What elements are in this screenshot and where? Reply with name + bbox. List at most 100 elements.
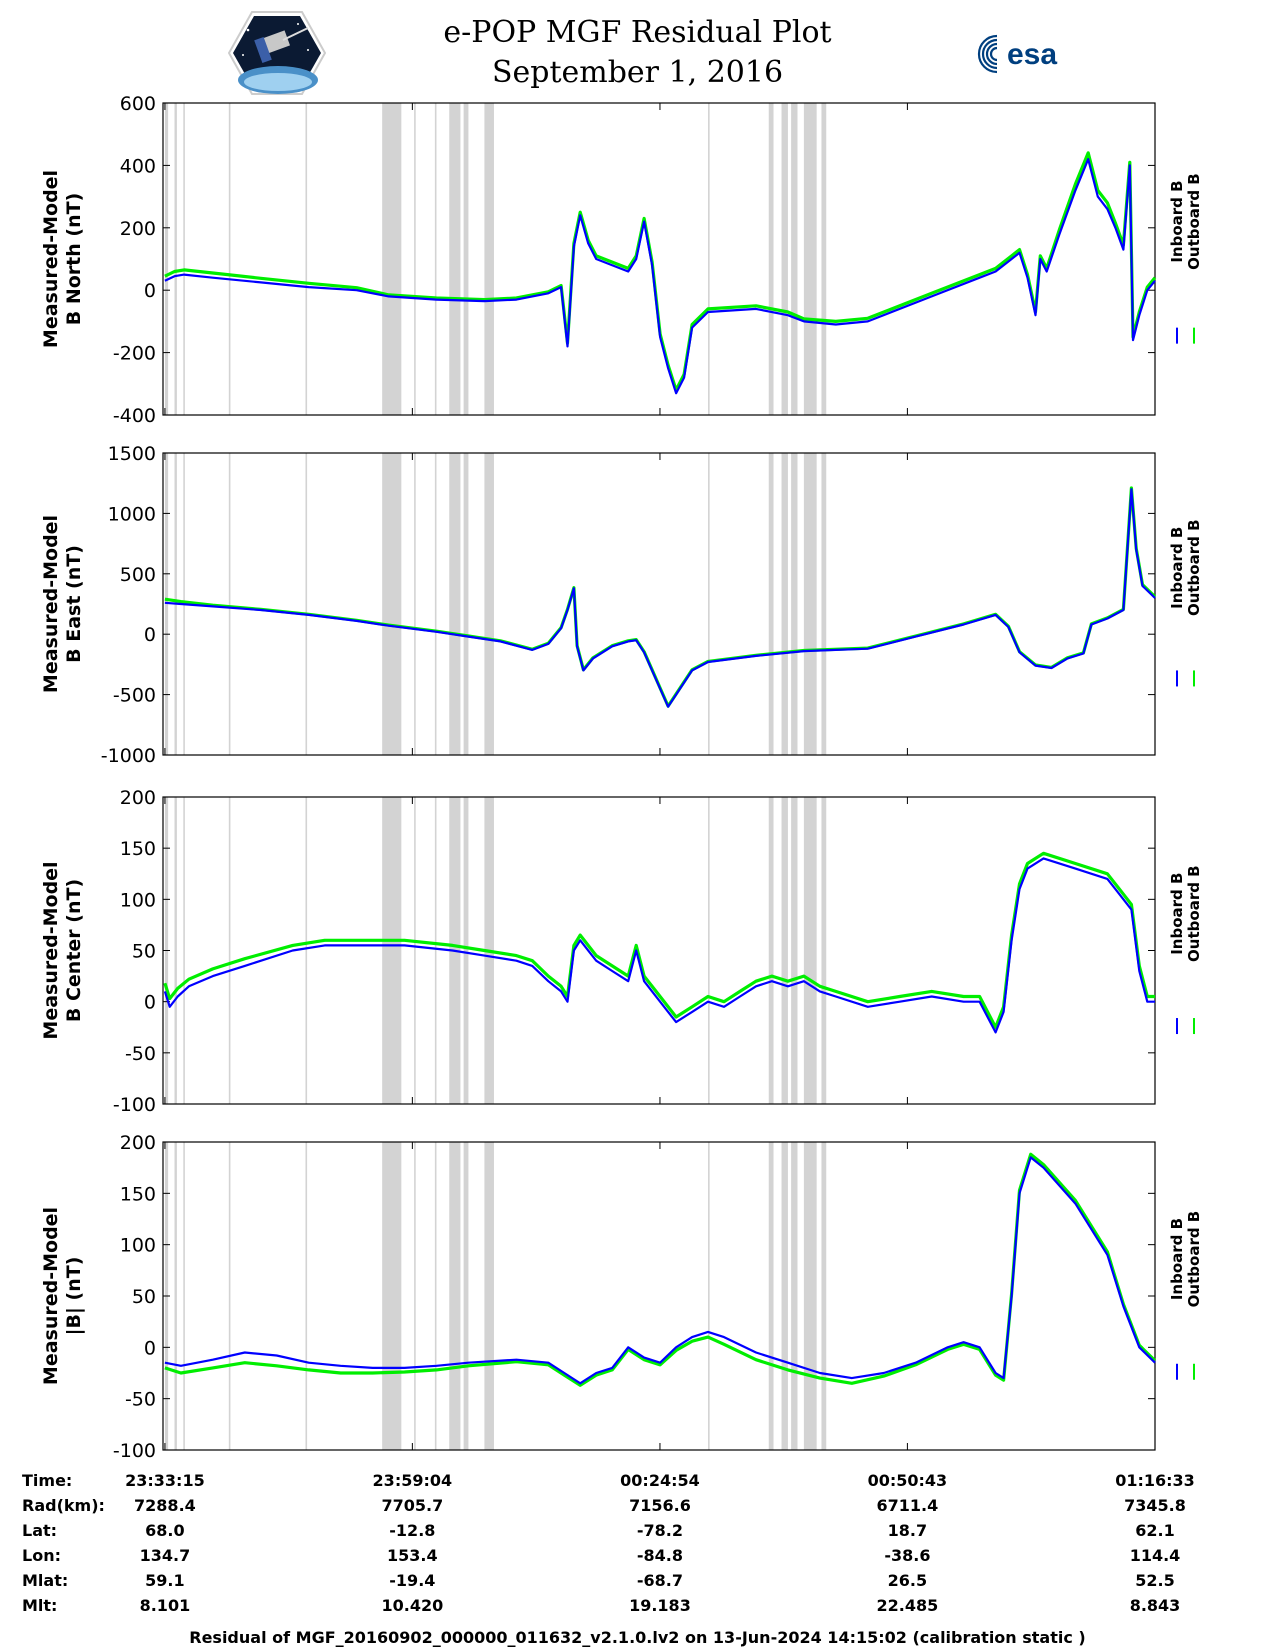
info-value: 52.5 [1135,1571,1175,1590]
y-tick-label: -50 [125,1043,156,1065]
data-gap [803,103,817,415]
legend-label-outboard: Outboard B [1185,1211,1203,1308]
data-gap [449,453,461,755]
info-value: 18.7 [887,1521,928,1540]
y-tick-label: 1000 [108,503,156,525]
y-tick-label: -50 [125,1389,156,1411]
data-gap [791,1142,798,1450]
info-value: 00:50:43 [867,1471,948,1490]
info-value: 26.5 [887,1571,928,1590]
info-row: Rad(km): 7288.4 7705.7 7156.6 6711.4 7345.8 [22,1496,1252,1520]
data-gap [821,797,827,1104]
y-axis-label: Measured-ModelB Center (nT) [40,861,85,1039]
data-gap [708,797,710,1104]
data-gap [484,453,494,755]
info-row: Lat: 68.0 -12.8 -78.2 18.7 62.1 [22,1521,1252,1545]
data-gap [414,797,416,1104]
info-value: 8.101 [139,1596,191,1615]
y-tick-label: 50 [132,941,156,963]
outboard-b-line [164,151,1157,392]
info-row-label: Lat: [22,1521,58,1540]
cassiope-logo [228,11,326,95]
data-gap [768,1142,774,1450]
y-axis-label: Measured-Model|B| (nT) [40,1207,85,1385]
y-tick-label: 0 [144,1337,156,1359]
info-value: 7705.7 [381,1496,444,1515]
y-tick-label: 400 [120,155,156,177]
info-value: 59.1 [145,1571,185,1590]
data-gap [791,103,798,415]
data-gap [434,453,437,755]
esa-logo-text: esa [1007,38,1057,71]
data-gap [183,103,185,415]
y-tick-label: 200 [120,218,156,240]
info-value: -84.8 [636,1546,684,1565]
data-gap [484,103,494,415]
y-tick-label: -100 [113,1094,156,1116]
inboard-b-line [164,488,1156,708]
outboard-b-line [164,486,1157,708]
info-value: 153.4 [387,1546,438,1565]
info-row-label: Time: [22,1471,73,1490]
inboard-b-line [164,1156,1156,1385]
info-row: Mlt: 8.101 10.420 19.183 22.485 8.843 [22,1596,1252,1620]
esa-logo: esa [977,34,1057,74]
data-gap [781,1142,788,1450]
data-gap [305,453,308,755]
data-gap [382,1142,402,1450]
y-tick-label: 0 [144,992,156,1014]
data-gap [463,797,469,1104]
info-row: Mlat: 59.1 -19.4 -68.7 26.5 52.5 [22,1571,1252,1595]
y-tick-label: 500 [120,564,156,586]
data-gap [781,103,788,415]
footer-caption: Residual of MGF_20160902_000000_011632_v… [189,1628,1086,1647]
info-value: -12.8 [389,1521,436,1540]
info-value: 10.420 [381,1596,444,1615]
info-value: -78.2 [636,1521,684,1540]
info-value: 01:16:33 [1115,1471,1195,1490]
legend-label-outboard: Outboard B [1185,519,1203,616]
y-axis-label-line: B Center (nT) [63,879,85,1022]
y-axis-label-line: Measured-Model [40,1207,62,1385]
data-gap [414,453,416,755]
data-gap [183,1142,185,1450]
y-tick-label: 100 [120,889,156,911]
data-gap [183,797,185,1104]
info-row-label: Lon: [22,1546,61,1565]
data-gap [414,103,416,415]
info-value: 22.485 [876,1596,939,1615]
data-gap [821,103,827,415]
info-value: 6711.4 [876,1496,939,1515]
data-gap [305,103,308,415]
data-gap [803,797,817,1104]
y-axis-label-line: |B| (nT) [63,1257,85,1336]
data-gap [781,453,788,755]
data-gap [414,1142,416,1450]
plot-date: September 1, 2016 [491,55,784,90]
outboard-b-line [163,851,1155,1029]
data-gap [434,103,437,415]
data-gap [821,1142,827,1450]
data-gap [768,453,774,755]
info-row-label: Mlt: [22,1596,58,1615]
y-axis-label-line: Measured-Model [40,861,62,1039]
data-gap [768,103,774,415]
data-gap [463,103,469,415]
y-tick-label: -200 [113,343,156,365]
y-tick-label: -500 [113,685,156,707]
y-tick-label: 200 [120,1132,156,1154]
data-gap [708,103,710,415]
info-value: 68.0 [145,1521,185,1540]
info-value: 23:59:04 [372,1471,453,1490]
panel-4: -100 -50 0 50 100 150 200 Measured-Model|B| (nT… [40,1132,1203,1462]
info-value: 7288.4 [134,1496,196,1515]
y-axis-label: Measured-ModelB East (nT) [40,515,85,693]
data-gap [228,453,231,755]
y-axis-label-line: Measured-Model [40,515,62,693]
legend-label-outboard: Outboard B [1185,865,1203,962]
data-gap [434,797,437,1104]
y-axis-label: Measured-ModelB North (nT) [40,170,85,348]
y-tick-label: 50 [132,1286,156,1308]
data-gap [164,103,169,415]
